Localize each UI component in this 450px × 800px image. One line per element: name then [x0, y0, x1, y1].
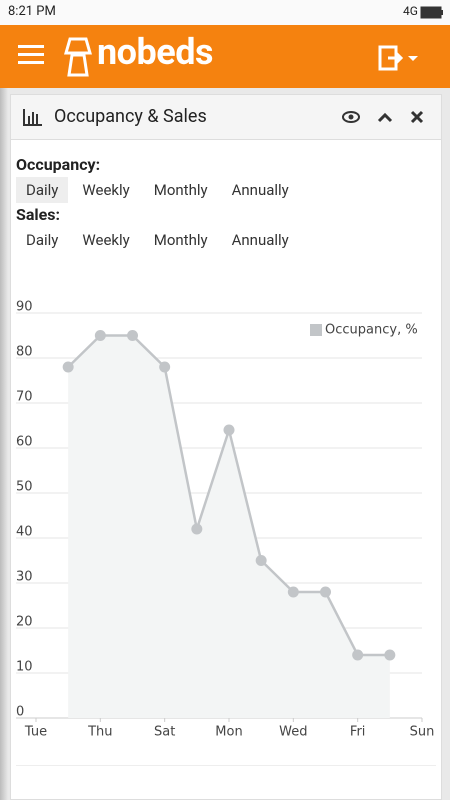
- clock: 8:21 PM: [8, 4, 56, 19]
- point: [320, 586, 331, 598]
- point: [127, 330, 138, 341]
- point: [94, 330, 106, 341]
- point: [255, 555, 267, 566]
- y-tick-label: 70: [16, 390, 33, 405]
- panel-title: Occupancy & Sales: [54, 106, 207, 127]
- y-tick-label: 60: [16, 435, 33, 450]
- drawer-shadow: [0, 88, 8, 800]
- y-tick-label: 80: [16, 345, 33, 360]
- tab[interactable]: Monthly: [153, 231, 208, 249]
- x-tick-label: Tue: [24, 725, 47, 740]
- logout-button[interactable]: [378, 45, 422, 71]
- tab[interactable]: Weekly: [82, 231, 130, 249]
- tab[interactable]: Annually: [231, 181, 289, 199]
- point: [287, 586, 299, 598]
- occupancy-tabs: Daily Weekly Monthly Annually: [16, 177, 303, 203]
- y-tick-label: 0: [16, 705, 24, 720]
- sales-tabs: Daily Weekly Monthly Annually: [16, 227, 303, 253]
- tab[interactable]: Annually: [231, 231, 289, 249]
- legend-label: Occupancy, %: [325, 323, 418, 338]
- battery: [420, 6, 443, 19]
- x-tick-label: Fri: [350, 725, 366, 740]
- x-tick-label: Sat: [154, 725, 175, 740]
- point: [191, 523, 203, 535]
- point: [159, 361, 171, 373]
- tab[interactable]: Daily: [26, 231, 59, 249]
- tab[interactable]: Weekly: [82, 181, 130, 199]
- tab[interactable]: Monthly: [153, 181, 208, 199]
- tab[interactable]: Daily: [16, 177, 69, 203]
- point: [352, 649, 364, 661]
- panel-header: Occupancy & Sales: [11, 95, 441, 140]
- divider: [16, 765, 436, 766]
- logo-icon: [64, 37, 92, 77]
- occupancy-label: Occupancy:: [16, 155, 101, 174]
- chart: 0 10 20 30 40 50 60 70 80 90 Tue Thu Sat Mon Wed Fri Sun…: [16, 300, 435, 740]
- y-tick-label: 40: [16, 525, 33, 540]
- y-tick-label: 30: [16, 570, 33, 585]
- legend-swatch: [310, 324, 322, 336]
- y-tick-label: 90: [16, 300, 33, 315]
- y-tick-label: 50: [16, 480, 33, 495]
- app-bar: nobeds: [0, 25, 450, 88]
- x-tick-label: Sun: [410, 725, 435, 740]
- panel-tools[interactable]: [341, 109, 431, 127]
- chart-icon: [23, 109, 42, 126]
- y-tick-label: 10: [16, 660, 33, 675]
- menu-button[interactable]: [18, 44, 44, 66]
- status-bar: 8:21 PM 4G: [0, 0, 450, 25]
- x-tick-label: Mon: [215, 725, 242, 740]
- area: [68, 335, 390, 718]
- x-tick-label: Thu: [87, 725, 112, 740]
- y-tick-label: 20: [16, 615, 33, 630]
- sales-label: Sales:: [16, 205, 61, 224]
- point: [62, 361, 74, 373]
- point: [384, 649, 396, 661]
- logo: nobeds: [97, 31, 213, 73]
- network: 4G: [403, 4, 418, 18]
- point: [223, 424, 235, 436]
- x-tick-label: Wed: [279, 725, 307, 740]
